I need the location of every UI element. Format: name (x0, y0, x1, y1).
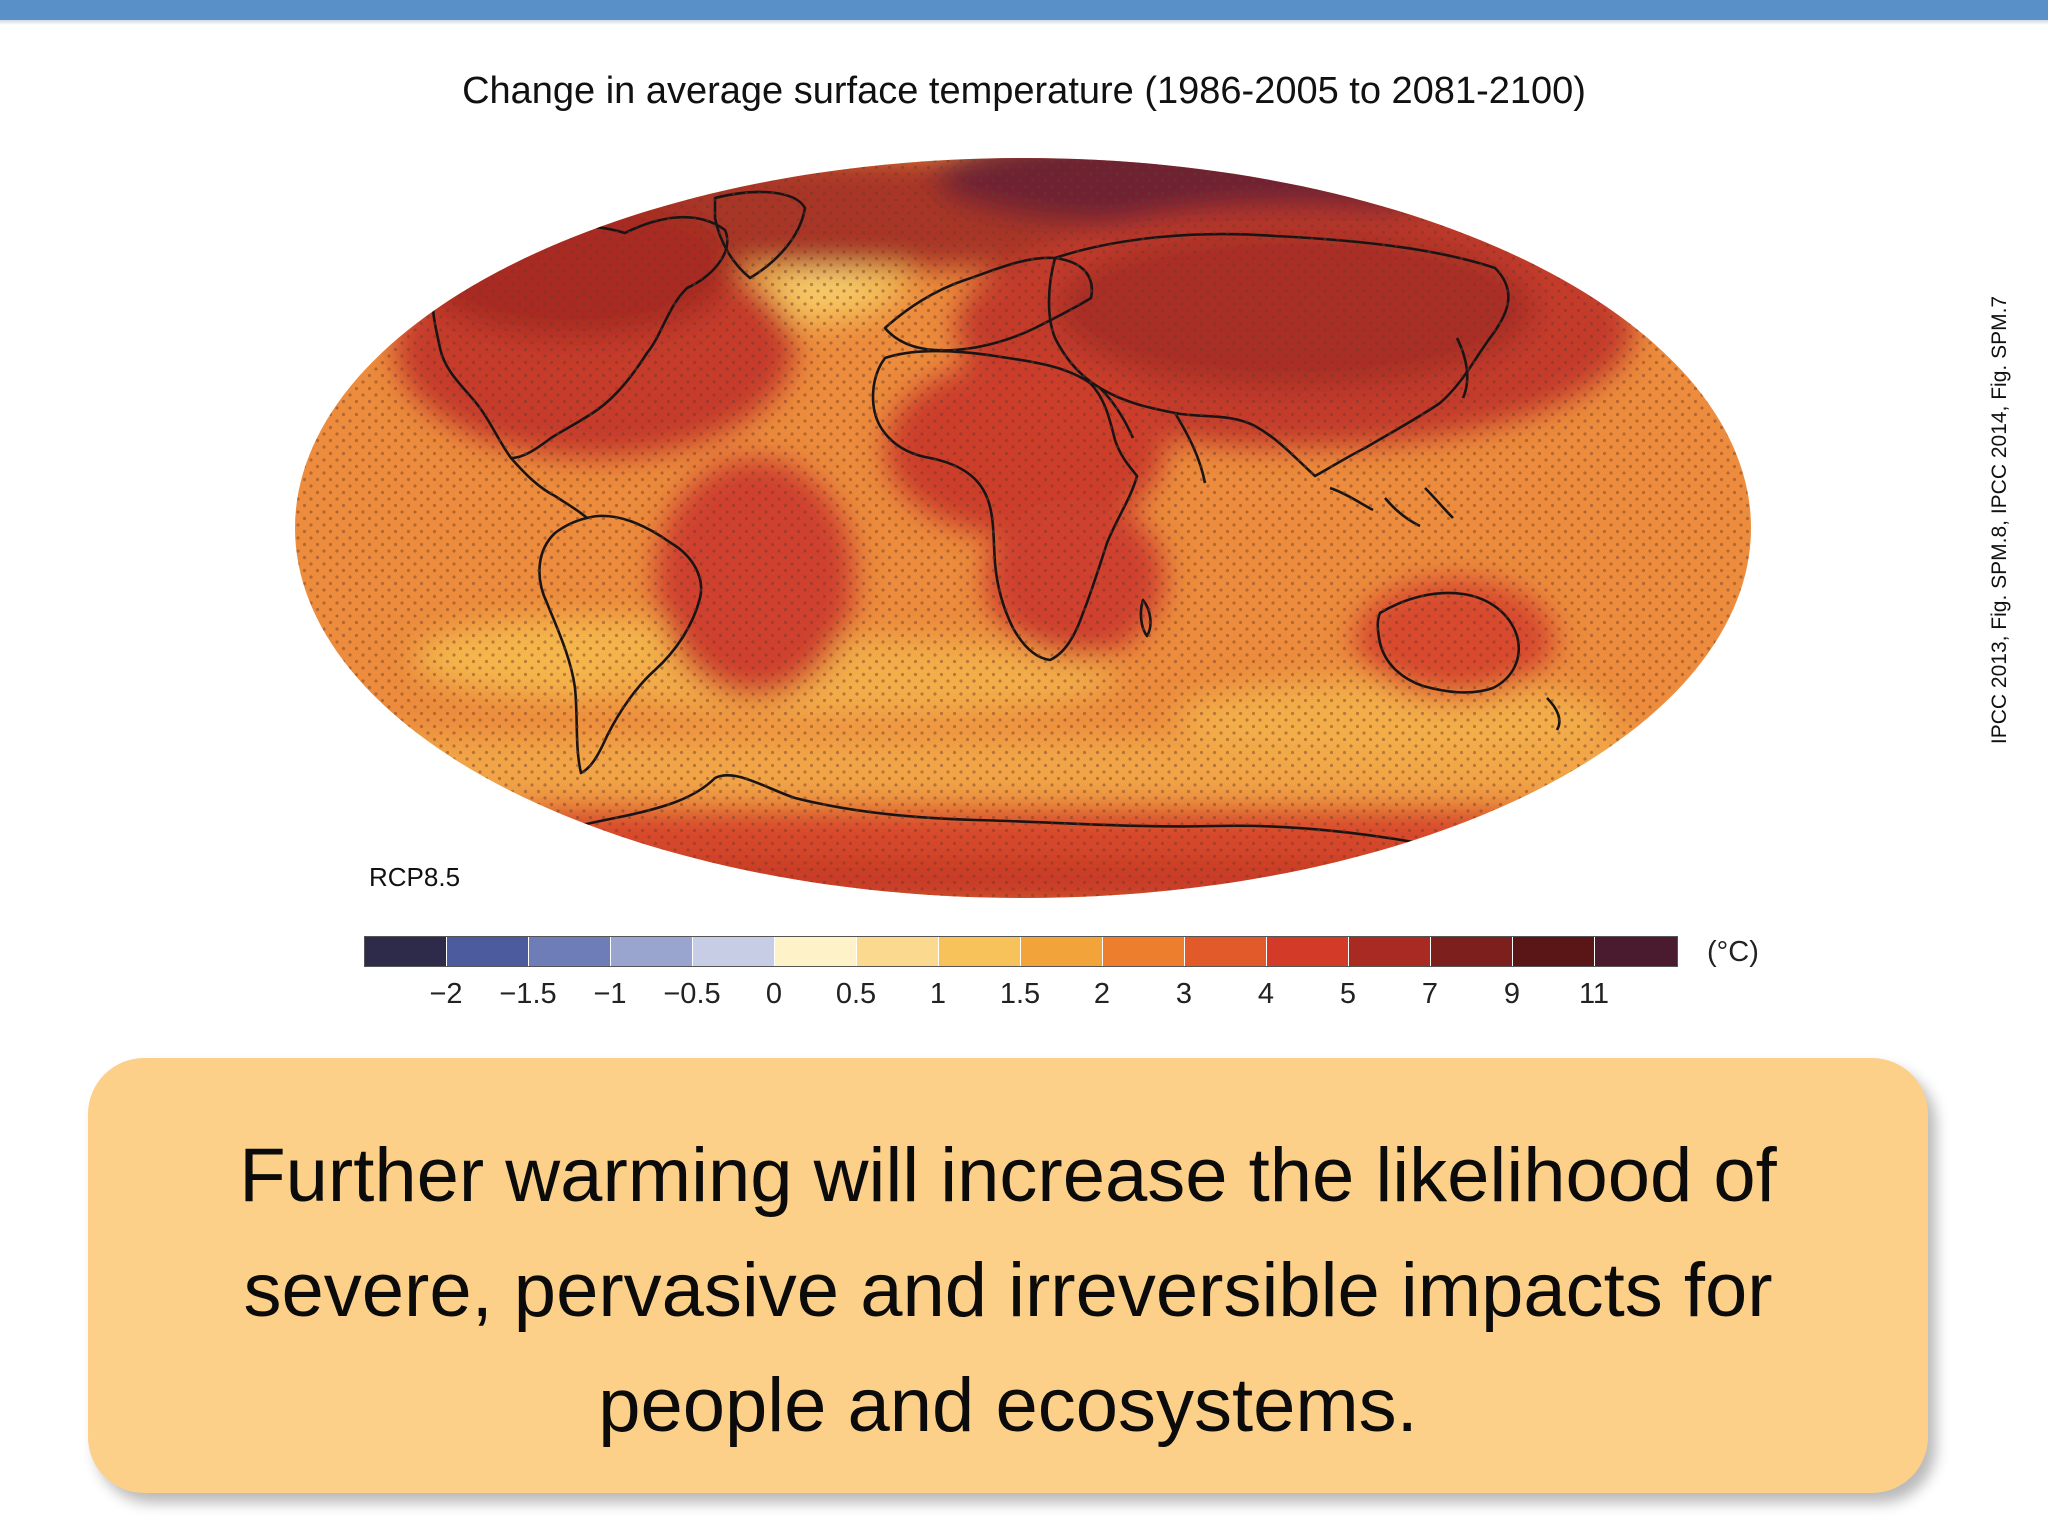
colorbar-tick-label: −1.5 (499, 978, 557, 1010)
colorbar-tick-label: 1.5 (999, 978, 1041, 1010)
colorbar-tick-label: 11 (1578, 978, 1610, 1010)
colorbar-tick-label: 7 (1421, 978, 1439, 1010)
colorbar-swatch (1595, 937, 1677, 966)
colorbar-swatch (775, 937, 857, 966)
scenario-label: RCP8.5 (369, 862, 461, 892)
colorbar-tick-label: 1 (929, 978, 947, 1010)
map-title: Change in average surface temperature (1… (462, 70, 1586, 112)
world-map-svg (295, 158, 1751, 898)
colorbar-tick-label: 0.5 (835, 978, 877, 1010)
colorbar-tick-label: 2 (1093, 978, 1111, 1010)
colorbar-swatch (529, 937, 611, 966)
source-credit: IPCC 2013, Fig. SPM.8, IPCC 2014, Fig. S… (1988, 295, 2011, 745)
colorbar-tick-label: 5 (1339, 978, 1357, 1010)
colorbar-swatch (857, 937, 939, 966)
colorbar-swatch (1431, 937, 1513, 966)
colorbar-swatch (1021, 937, 1103, 966)
colorbar-swatch (1103, 937, 1185, 966)
top-bar-shadow (0, 20, 2048, 25)
colorbar-swatch (1349, 937, 1431, 966)
top-accent-bar (0, 0, 2048, 20)
colorbar-swatch (611, 937, 693, 966)
colorbar-tick-label: −0.5 (663, 978, 721, 1010)
colorbar-tick-label: 0 (765, 978, 783, 1010)
colorbar-tick-label: −2 (429, 978, 463, 1010)
colorbar-swatch (447, 937, 529, 966)
colorbar-swatch (1267, 937, 1349, 966)
colorbar-tick-label: 3 (1175, 978, 1193, 1010)
temperature-map (295, 158, 1751, 898)
colorbar-swatch (1513, 937, 1595, 966)
callout-text: Further warming will increase the likeli… (239, 1133, 1777, 1448)
colorbar (364, 936, 1678, 967)
colorbar-swatch (1185, 937, 1267, 966)
colorbar-swatch (693, 937, 775, 966)
colorbar-tick-label: 9 (1503, 978, 1521, 1010)
colorbar-swatch (939, 937, 1021, 966)
colorbar-tick-label: 4 (1257, 978, 1275, 1010)
colorbar-unit: (°C) (1707, 936, 1759, 968)
callout-box: Further warming will increase the likeli… (88, 1058, 1928, 1493)
colorbar-tick-label: −1 (593, 978, 627, 1010)
colorbar-swatch (365, 937, 447, 966)
